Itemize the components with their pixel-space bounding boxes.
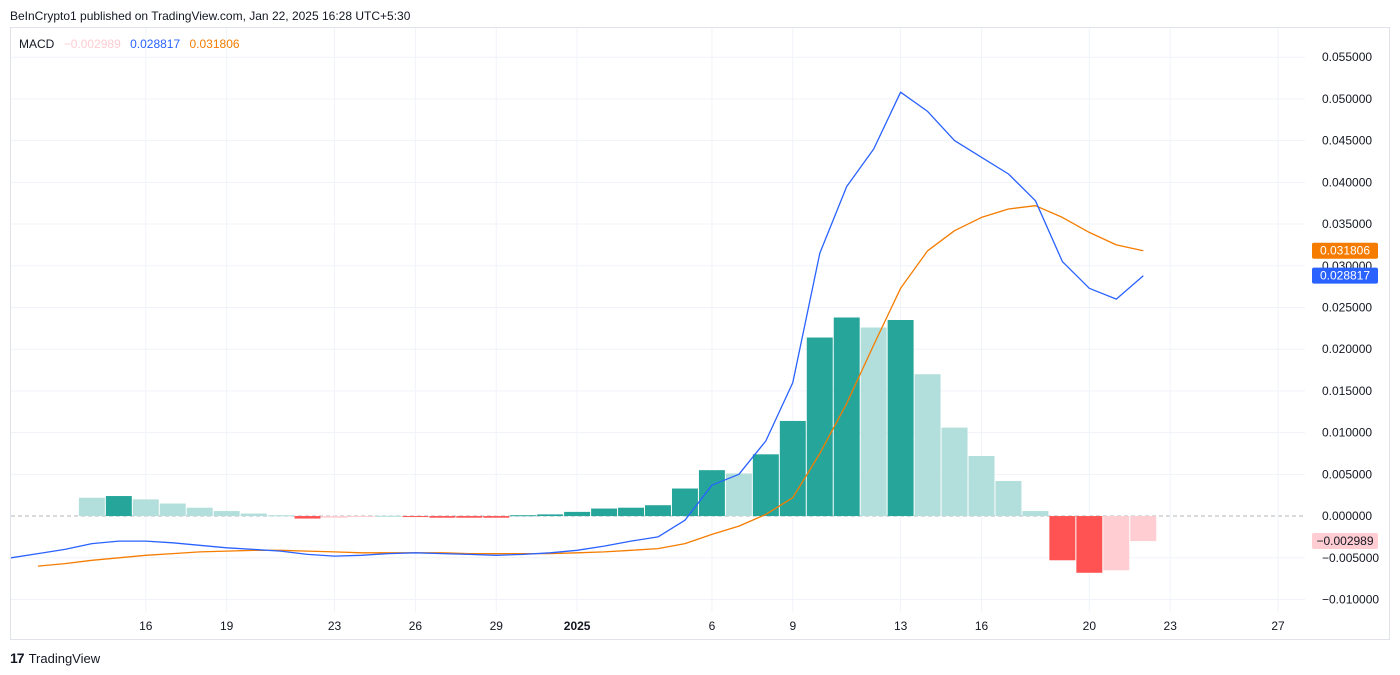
histogram-bar [294,516,321,519]
histogram-bar [941,427,968,517]
x-tick-label: 16 [975,619,989,633]
histogram-bar [968,455,995,517]
legend-macd-value: 0.028817 [130,37,181,51]
histogram-bar [402,516,429,518]
histogram-bar [132,499,159,517]
signal-line [37,205,1144,567]
histogram-bar [591,508,618,517]
price-label-text: 0.031806 [1320,244,1370,258]
y-tick-label: 0.005000 [1322,467,1372,481]
y-tick-label: 0.045000 [1322,134,1372,148]
histogram-bar [159,503,186,517]
y-tick-label: 0.010000 [1322,426,1372,440]
indicator-legend[interactable]: MACD −0.002989 0.028817 0.031806 [19,37,246,51]
histogram-bar [1103,516,1130,571]
histogram-bar [618,507,645,517]
histogram-bar [914,374,941,517]
histogram-bar [186,507,213,517]
x-tick-label: 27 [1271,619,1285,633]
x-tick-label: 20 [1083,619,1097,633]
price-label-badge [1312,532,1378,549]
y-tick-label: 0.050000 [1322,92,1372,106]
x-tick-label: 16 [139,619,153,633]
histogram-bar [429,516,456,518]
histogram-bar [833,317,860,517]
footer-brand[interactable]: 17 TradingView [10,650,100,666]
x-axis[interactable]: 16 19 23 26 29 2025 6 9 13 16 20 23 27 [139,619,1285,633]
price-labels: 0.031806 0.028817 −0.002989 [1312,242,1378,549]
histogram-bar [213,511,240,517]
legend-signal-value: 0.031806 [189,37,240,51]
histogram-bar [752,454,779,517]
histogram-bar [537,514,564,517]
x-tick-label: 23 [328,619,342,633]
histogram-bar [779,420,806,517]
y-tick-label: −0.010000 [1322,592,1379,606]
legend-name: MACD [19,37,55,51]
tradingview-logo-icon: 17 [10,650,25,666]
x-tick-label: 13 [894,619,908,633]
legend-histogram-value: −0.002989 [63,37,121,51]
histogram-bar [321,516,348,518]
histogram-bars [78,317,1157,573]
y-tick-label: −0.005000 [1322,551,1379,565]
histogram-bar [267,515,294,517]
histogram-bar [564,511,591,517]
histogram-bar [510,515,537,517]
y-tick-label: 0.040000 [1322,175,1372,189]
histogram-bar [725,473,752,517]
y-tick-label: 0.035000 [1322,217,1372,231]
chart-frame [10,27,1390,640]
price-label-badge [1312,267,1378,284]
price-label-text: 0.028817 [1320,269,1370,283]
histogram-bar [483,516,510,518]
histogram-bar [698,470,725,517]
histogram-bar [105,496,132,517]
publisher-caption: BeInCrypto1 published on TradingView.com… [10,9,411,23]
x-tick-label: 23 [1164,619,1178,633]
histogram-bar [995,481,1022,517]
histogram-bar [1022,511,1049,517]
histogram-bar [645,505,671,517]
histogram-bar [671,488,698,517]
histogram-bar [887,320,914,517]
price-label-badge [1312,242,1378,259]
macd-line [10,91,1144,559]
series-lines [10,91,1144,567]
histogram-bar [456,516,483,518]
brand-name: TradingView [28,650,101,666]
histogram-bar [1130,516,1157,542]
x-tick-label: 9 [789,619,796,633]
y-tick-label: 0.025000 [1322,300,1372,314]
x-tick-label: 6 [709,619,716,633]
y-tick-label: 0.055000 [1322,50,1372,64]
histogram-bar [1076,516,1103,573]
histogram-bar [1049,516,1076,561]
y-axis[interactable]: 0.055000 0.050000 0.045000 0.040000 0.035000… [1322,50,1379,606]
y-tick-label: 0.000000 [1322,509,1372,523]
histogram-bar [860,327,887,517]
x-tick-label: 26 [409,619,423,633]
price-label-text: −0.002989 [1316,534,1373,548]
y-tick-label: 0.015000 [1322,384,1372,398]
histogram-bar [375,515,402,517]
x-tick-label: 19 [220,619,234,633]
y-tick-label: 0.020000 [1322,342,1372,356]
histogram-bar [806,337,833,517]
x-tick-label: 2025 [564,619,591,633]
x-tick-label: 29 [490,619,504,633]
histogram-bar [78,497,105,517]
histogram-bar [348,516,375,518]
histogram-bar [240,513,267,517]
